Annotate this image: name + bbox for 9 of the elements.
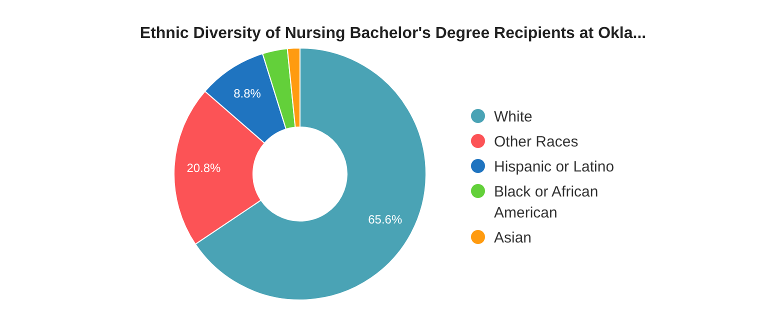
legend-label: Black or African American — [494, 183, 598, 222]
legend-label: Other Races — [494, 133, 578, 150]
chart-title: Ethnic Diversity of Nursing Bachelor's Degree Recipients at Okla... — [140, 25, 646, 42]
legend-label: Hispanic or Latino — [494, 158, 614, 176]
data-label: 65.6% — [368, 212, 402, 227]
data-label: 8.8% — [234, 86, 262, 100]
legend-label: Asian — [494, 229, 532, 246]
data-label: 20.8% — [186, 161, 222, 176]
legend-label: White — [494, 108, 532, 126]
